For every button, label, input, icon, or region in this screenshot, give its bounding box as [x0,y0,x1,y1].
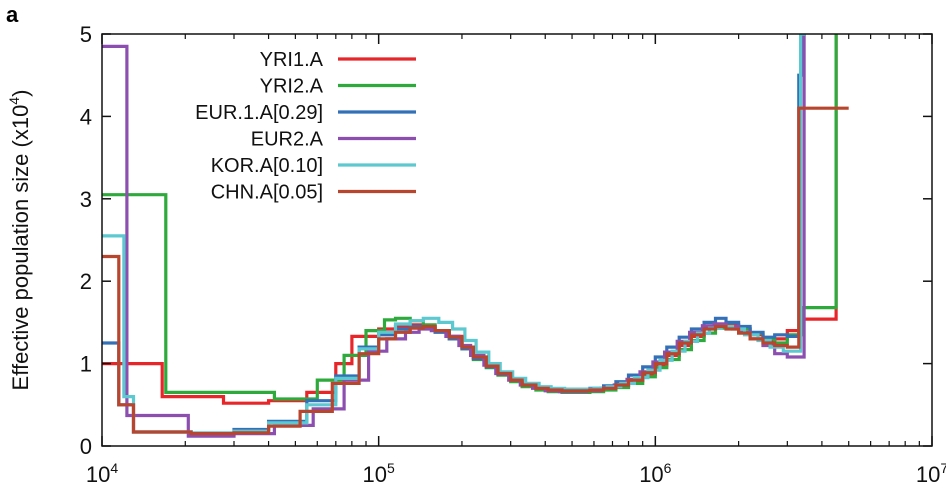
legend-label-2: EUR.1.A[0.29] [195,102,323,124]
series-line-2 [102,34,806,436]
axis-ticks: 0 1 2 3 4 5 104 105 106 107 [80,22,946,487]
y-tick-label-0: 0 [80,434,92,459]
x-tick-label-3: 107 [916,460,946,487]
series-line-3 [102,34,806,438]
legend-label-5: CHN.A[0.05] [211,182,323,204]
series-layer [102,34,849,438]
series-line-5 [102,106,849,436]
legend-label-3: EUR2.A [251,129,324,151]
y-tick-label-4: 4 [80,104,92,129]
x-tick-label-2: 106 [639,460,671,487]
plot-frame [101,33,933,447]
legend-label-1: YRI2.A [260,76,324,98]
y-axis-label: Effective population size (x104) [6,90,33,391]
legend-label-4: KOR.A[0.10] [211,155,323,177]
panel-label: a [6,2,19,27]
series-line-4 [102,34,806,435]
y-tick-label-3: 3 [80,187,92,212]
y-tick-label-1: 1 [80,352,92,377]
x-tick-label-1: 105 [363,460,395,487]
y-tick-label-2: 2 [80,269,92,294]
legend: YRI1.A YRI2.A EUR.1.A[0.29] EUR2.A KOR.A[0.1… [195,49,416,204]
x-tick-label-0: 104 [86,460,118,487]
y-tick-label-5: 5 [80,22,92,47]
legend-label-0: YRI1.A [260,49,324,71]
